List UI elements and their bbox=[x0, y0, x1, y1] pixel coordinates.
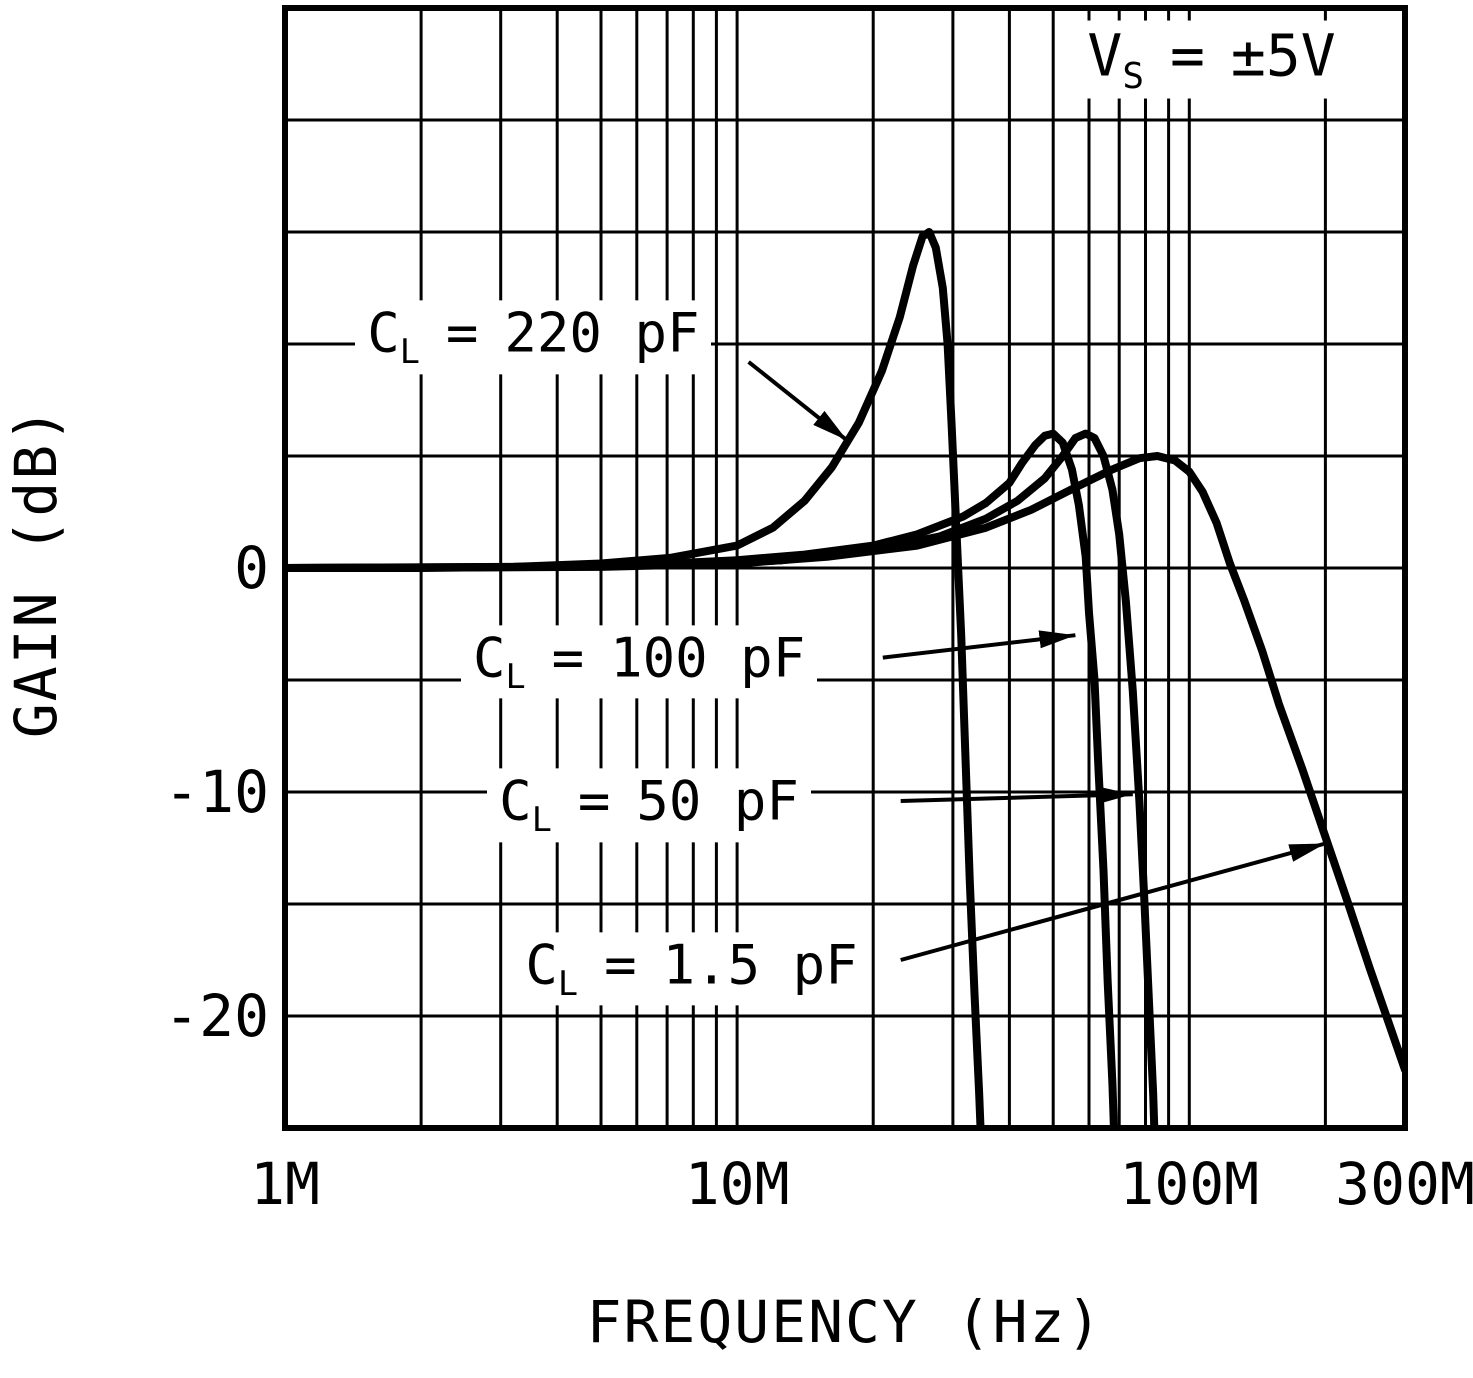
voltage-value: ±5V bbox=[1230, 21, 1336, 90]
cap-value: 220 pF bbox=[504, 301, 700, 365]
curve-1p5pF bbox=[285, 452, 1405, 1074]
x-tick-300M: 300M bbox=[1335, 1150, 1473, 1218]
x-tick-10M: 10M bbox=[684, 1150, 790, 1218]
voltage-subscript: S bbox=[1122, 55, 1144, 97]
x-axis-title: FREQUENCY (Hz) bbox=[586, 1288, 1104, 1356]
y-tick--10: -10 bbox=[164, 758, 269, 826]
cap-value: 1.5 pF bbox=[662, 933, 858, 997]
y-tick--20: -20 bbox=[164, 982, 269, 1050]
cap-subscript: L bbox=[399, 332, 420, 372]
cap-symbol: C bbox=[499, 769, 532, 833]
curve-220pF bbox=[285, 228, 985, 1128]
y-axis-title: GAIN (dB) bbox=[2, 405, 70, 739]
equals-sign: = bbox=[1169, 21, 1205, 90]
label-arrow-0 bbox=[747, 360, 849, 442]
cap-symbol: C bbox=[472, 626, 506, 690]
curve-label-100pF: CL = 100 pF bbox=[460, 625, 818, 699]
voltage-symbol: V bbox=[1087, 21, 1123, 90]
label-arrow-3 bbox=[900, 841, 1326, 962]
cap-symbol: C bbox=[367, 301, 400, 365]
cap-value: 100 pF bbox=[610, 626, 806, 690]
x-tick-1M: 1M bbox=[250, 1150, 320, 1218]
cap-symbol: C bbox=[525, 933, 558, 997]
label-arrow-2 bbox=[900, 786, 1133, 805]
curve-label-220pF: CL = 220 pF bbox=[355, 300, 712, 374]
supply-voltage-note: VS = ±5V bbox=[1075, 20, 1348, 99]
curve-label-1p5pF: CL = 1.5 pF bbox=[513, 932, 870, 1006]
cap-subscript: L bbox=[505, 657, 526, 697]
cap-subscript: L bbox=[531, 800, 552, 840]
equals-sign: = bbox=[445, 301, 479, 365]
equals-sign: = bbox=[604, 933, 637, 997]
cap-subscript: L bbox=[557, 964, 579, 1004]
label-arrow-1 bbox=[882, 630, 1076, 660]
y-tick-0: 0 bbox=[234, 534, 269, 602]
equals-sign: = bbox=[551, 626, 585, 690]
cap-value: 50 pF bbox=[636, 769, 799, 833]
equals-sign: = bbox=[577, 769, 611, 833]
curve-label-50pF: CL = 50 pF bbox=[487, 768, 811, 843]
x-tick-100M: 100M bbox=[1119, 1150, 1260, 1218]
